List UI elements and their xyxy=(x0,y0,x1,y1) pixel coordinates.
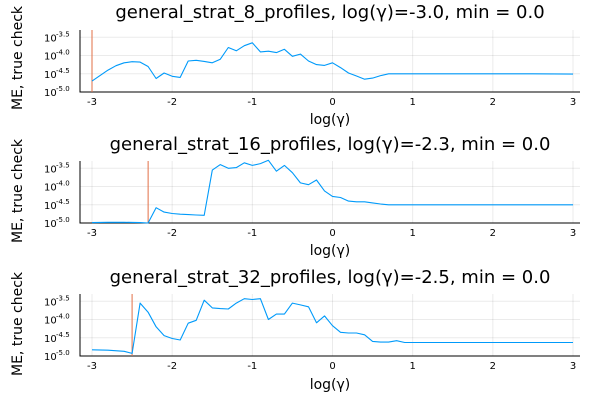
x-tick-label: -1 xyxy=(247,361,257,372)
series-line xyxy=(91,298,573,354)
y-tick-exponent: -4.0 xyxy=(56,49,70,57)
x-tick-label: 0 xyxy=(329,97,335,108)
chart-title: general_strat_16_profiles, log(γ)=-2.3, … xyxy=(110,134,551,155)
x-tick-label: -2 xyxy=(167,97,177,108)
y-tick-exponent: -4.0 xyxy=(56,313,70,321)
x-tick-label: -3 xyxy=(87,97,97,108)
x-tick-label: 0 xyxy=(329,228,335,239)
y-tick-base: 10 xyxy=(44,219,57,230)
chart-title: general_strat_32_profiles, log(γ)=-2.5, … xyxy=(110,267,551,288)
y-tick-exponent: -5.0 xyxy=(56,216,70,224)
y-tick-exponent: -4.5 xyxy=(56,67,70,75)
y-tick-exponent: -4.0 xyxy=(56,180,70,188)
y-tick-exponent: -4.5 xyxy=(56,198,70,206)
y-axis-label: ME, true check xyxy=(10,138,26,243)
axis-frame xyxy=(79,30,580,93)
x-tick-label: 1 xyxy=(409,97,415,108)
y-tick-base: 10 xyxy=(44,334,57,345)
y-axis-label: ME, true check xyxy=(10,5,26,110)
x-tick-label: 2 xyxy=(490,361,496,372)
x-axis-label: log(γ) xyxy=(310,243,351,259)
x-tick-label: 1 xyxy=(409,361,415,372)
x-tick-label: 0 xyxy=(329,361,335,372)
x-tick-label: 1 xyxy=(409,228,415,239)
y-tick-exponent: -3.5 xyxy=(56,161,70,169)
axis-frame xyxy=(79,294,580,357)
x-axis-label: log(γ) xyxy=(310,112,351,128)
series-line xyxy=(91,159,573,224)
x-tick-label: 3 xyxy=(570,361,576,372)
y-tick-base: 10 xyxy=(44,352,57,363)
x-tick-label: -3 xyxy=(87,228,97,239)
x-tick-label: -1 xyxy=(247,228,257,239)
y-tick-base: 10 xyxy=(44,33,57,44)
y-tick-exponent: -3.5 xyxy=(56,294,70,302)
y-axis-label: ME, true check xyxy=(10,271,26,376)
x-tick-label: 3 xyxy=(570,97,576,108)
y-tick-exponent: -3.5 xyxy=(56,30,70,38)
y-tick-exponent: -5.0 xyxy=(56,85,70,93)
chart-title: general_strat_8_profiles, log(γ)=-3.0, m… xyxy=(115,2,544,23)
x-tick-label: 2 xyxy=(490,97,496,108)
y-tick-exponent: -5.0 xyxy=(56,349,70,357)
y-tick-base: 10 xyxy=(44,201,57,212)
series-line xyxy=(91,42,574,82)
chart-panel-2: general_strat_16_profiles, log(γ)=-2.3, … xyxy=(10,134,580,259)
y-tick-exponent: -4.5 xyxy=(56,331,70,339)
y-tick-base: 10 xyxy=(44,316,57,327)
x-tick-label: -2 xyxy=(167,228,177,239)
chart-panel-1: general_strat_8_profiles, log(γ)=-3.0, m… xyxy=(10,2,580,128)
x-tick-label: 3 xyxy=(570,228,576,239)
y-tick-base: 10 xyxy=(44,52,57,63)
x-tick-label: 2 xyxy=(490,228,496,239)
y-tick-base: 10 xyxy=(44,297,57,308)
x-tick-label: -1 xyxy=(247,97,257,108)
chart-panel-3: general_strat_32_profiles, log(γ)=-2.5, … xyxy=(10,267,580,393)
y-tick-base: 10 xyxy=(44,88,57,99)
y-tick-base: 10 xyxy=(44,70,57,81)
x-tick-label: -2 xyxy=(167,361,177,372)
x-tick-label: -3 xyxy=(87,361,97,372)
y-tick-base: 10 xyxy=(44,183,57,194)
y-tick-base: 10 xyxy=(44,164,57,175)
axis-frame xyxy=(79,161,580,224)
x-axis-label: log(γ) xyxy=(310,377,351,393)
